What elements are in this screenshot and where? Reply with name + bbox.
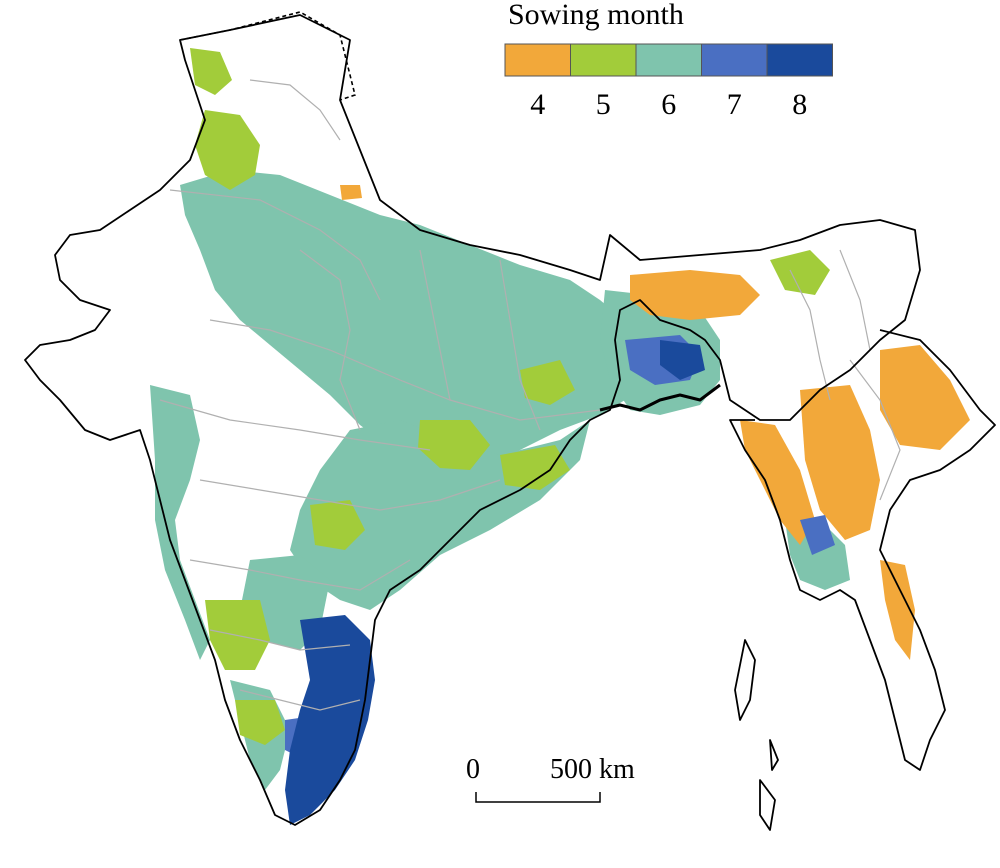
patch-month-5-central <box>418 420 490 470</box>
patch-month-5-chhattisgarh <box>520 360 575 405</box>
legend: Sowing month 4 5 6 7 8 <box>504 0 833 121</box>
legend-label-5: 5 <box>596 88 611 121</box>
india-outline <box>24 14 921 826</box>
state-border-line <box>209 629 351 651</box>
legend-swatch-4 <box>504 43 571 77</box>
country-outlines <box>24 14 996 831</box>
patch-month-5-punjab <box>195 110 260 190</box>
legend-swatch-6 <box>635 43 702 77</box>
patch-month-5-telangana <box>310 500 365 550</box>
patch-month-5-kashmir <box>190 48 232 95</box>
state-border-line <box>499 259 541 431</box>
state-border-line <box>849 359 901 501</box>
patch-month-4-myanmar-south <box>880 560 915 660</box>
patch-month-5-ne-hills <box>770 250 830 295</box>
legend-label-7: 7 <box>727 88 742 121</box>
patch-month-4-myanmar-central <box>800 385 880 540</box>
scale-bar: 0 500 km <box>466 754 635 803</box>
patch-month-8-tamil-nadu <box>285 615 375 825</box>
state-border-line <box>199 479 501 511</box>
island-outline <box>759 779 776 831</box>
patch-month-6-west-coast <box>150 385 210 660</box>
state-border-line <box>249 79 341 141</box>
legend-label-8: 8 <box>792 88 807 121</box>
state-border-line <box>169 189 381 301</box>
patch-month-7-myanmar <box>800 515 835 555</box>
island-outline <box>769 739 779 771</box>
state-border-line <box>159 399 431 451</box>
legend-swatch-5 <box>570 43 637 77</box>
legend-swatch-7 <box>701 43 768 77</box>
state-border-line <box>419 249 451 401</box>
state-borders <box>159 79 901 711</box>
patch-month-4-nepal-spot <box>340 185 362 200</box>
legend-title: Sowing month <box>508 0 684 31</box>
patch-month-4-north-bengal <box>630 270 760 320</box>
patch-month-5-east <box>500 445 570 490</box>
state-border-line <box>189 559 411 591</box>
state-border-line <box>299 249 361 431</box>
scale-bar-start-label: 0 <box>466 754 480 785</box>
state-border-line <box>789 269 831 401</box>
island-outline <box>734 639 756 721</box>
legend-swatch-8 <box>766 43 833 77</box>
patch-month-4-myanmar-west <box>740 420 815 545</box>
patch-month-5-karnataka <box>235 700 285 745</box>
state-border-line <box>209 319 601 421</box>
state-border-line <box>839 249 871 351</box>
delta-coast <box>599 383 721 412</box>
disputed-boundary-dashed <box>179 11 356 101</box>
legend-labels: 4 5 6 7 8 <box>530 88 807 121</box>
patch-month-4-myanmar-east <box>880 345 970 450</box>
myanmar-outline <box>729 329 996 771</box>
legend-label-6: 6 <box>661 88 676 121</box>
state-border-line <box>239 689 361 711</box>
sowing-patches <box>150 48 970 825</box>
scale-bar-line <box>475 792 601 803</box>
patch-month-8-bengal <box>660 340 705 380</box>
legend-label-4: 4 <box>530 88 545 121</box>
legend-swatches <box>504 43 833 77</box>
scale-bar-end-label: 500 km <box>550 754 635 785</box>
